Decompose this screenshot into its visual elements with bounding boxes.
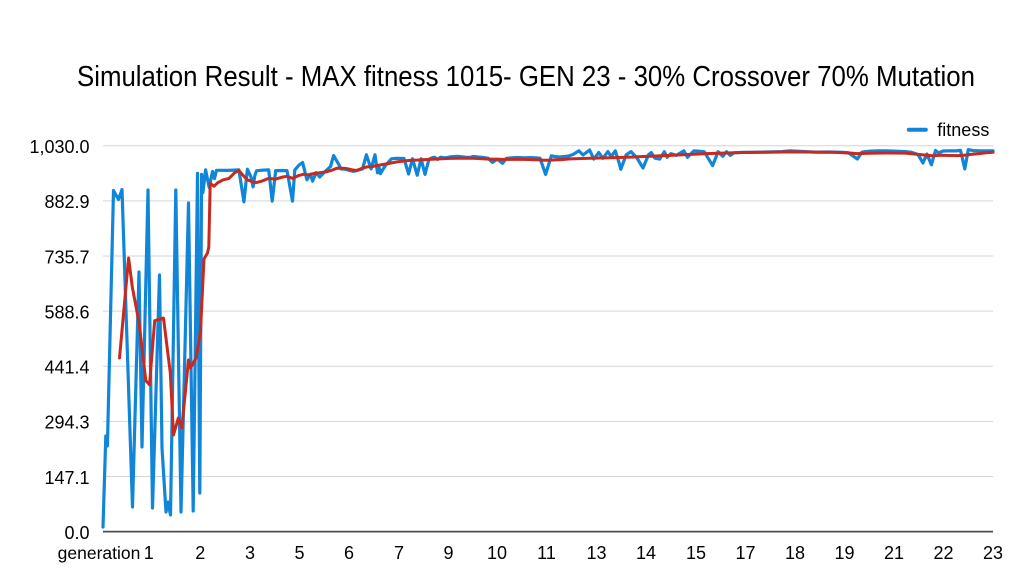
- svg-text:294.3: 294.3: [44, 413, 89, 433]
- svg-text:7: 7: [394, 543, 404, 563]
- svg-text:882.9: 882.9: [44, 192, 89, 212]
- svg-text:fitness: fitness: [937, 120, 989, 140]
- svg-text:Simulation Result - MAX fitnes: Simulation Result - MAX fitness 1015- GE…: [77, 61, 975, 93]
- svg-text:2: 2: [195, 543, 205, 563]
- svg-text:19: 19: [834, 543, 854, 563]
- svg-text:1,030.0: 1,030.0: [29, 137, 89, 157]
- svg-text:441.4: 441.4: [44, 358, 89, 378]
- svg-text:3: 3: [245, 543, 255, 563]
- svg-text:9: 9: [443, 543, 453, 563]
- svg-text:18: 18: [785, 543, 805, 563]
- svg-text:735.7: 735.7: [44, 247, 89, 267]
- svg-text:10: 10: [487, 543, 507, 563]
- svg-text:6: 6: [344, 543, 354, 563]
- svg-text:14: 14: [636, 543, 656, 563]
- svg-text:1: 1: [144, 543, 154, 563]
- svg-text:generation: generation: [58, 543, 141, 563]
- svg-text:21: 21: [884, 543, 904, 563]
- svg-text:17: 17: [735, 543, 755, 563]
- svg-text:0.0: 0.0: [64, 523, 89, 543]
- svg-text:23: 23: [983, 543, 1003, 563]
- svg-text:5: 5: [294, 543, 304, 563]
- svg-text:147.1: 147.1: [44, 468, 89, 488]
- svg-text:15: 15: [686, 543, 706, 563]
- svg-text:22: 22: [933, 543, 953, 563]
- svg-text:11: 11: [537, 543, 556, 563]
- svg-text:13: 13: [586, 543, 606, 563]
- svg-text:588.6: 588.6: [44, 302, 89, 322]
